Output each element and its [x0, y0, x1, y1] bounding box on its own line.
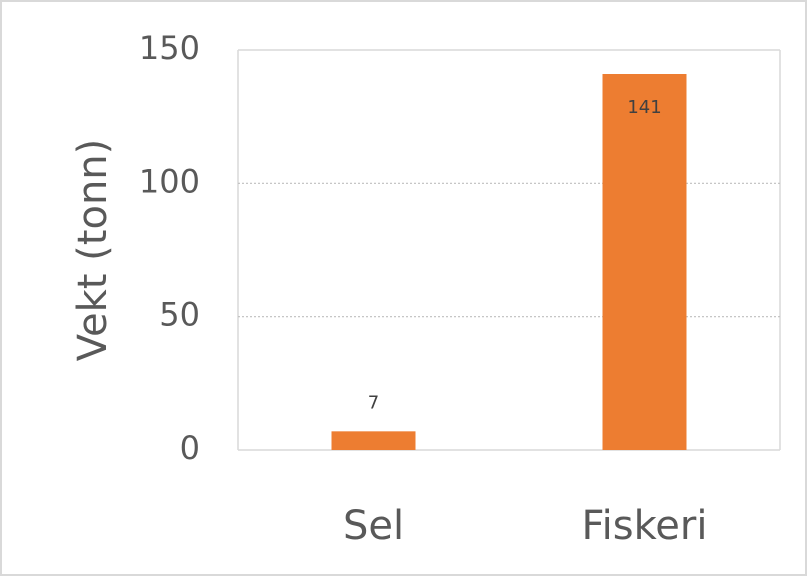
y-tick-label: 50	[159, 296, 200, 334]
y-tick-label: 100	[139, 162, 200, 200]
y-tick-label: 150	[139, 29, 200, 67]
value-label: 7	[368, 392, 379, 413]
bar	[331, 431, 416, 450]
bar	[602, 74, 687, 450]
y-tick-label: 0	[180, 429, 200, 467]
y-axis-title: Vekt (tonn)	[70, 139, 116, 362]
x-tick-label: Sel	[343, 503, 404, 549]
value-label: 141	[627, 97, 661, 118]
x-tick-label: Fiskeri	[582, 503, 708, 549]
